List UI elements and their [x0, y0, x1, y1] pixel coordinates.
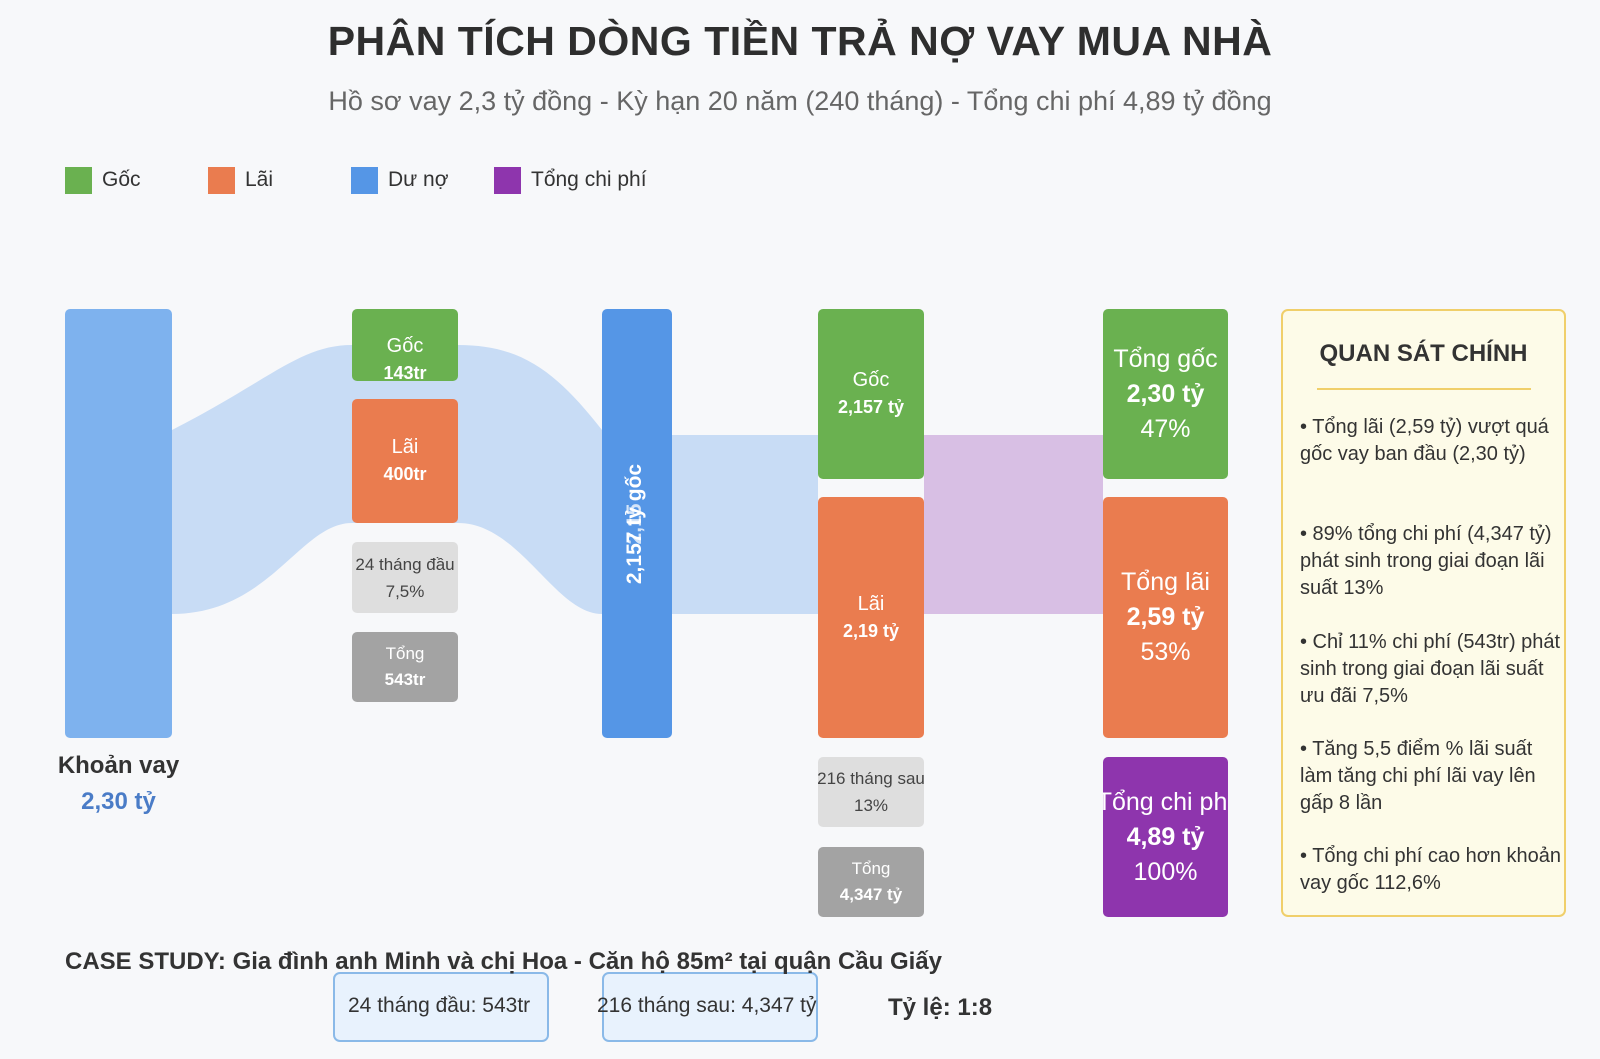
observations-divider — [1317, 388, 1531, 390]
flow-balance-to-period2 — [672, 435, 818, 614]
legend-label: Dư nợ — [388, 168, 449, 191]
legend-label: Lãi — [245, 168, 274, 191]
legend-swatch-interest — [208, 166, 235, 194]
case-box-period1-text: 24 tháng đầu: 543tr — [348, 994, 531, 1017]
node-loan — [65, 309, 172, 738]
node-label: Tổng lãi — [1121, 568, 1210, 596]
node-total-interest: Tổng lãi 2,59 tỷ 53% — [1103, 497, 1228, 738]
node-p2-total: Tổng 4,347 tỷ — [818, 847, 924, 917]
observations-panel — [1281, 309, 1566, 917]
legend-swatch-total-cost — [494, 166, 521, 194]
node-label: Gốc — [852, 369, 890, 391]
node-value: 2,59 tỷ — [1126, 603, 1205, 631]
node-pct: 53% — [1140, 638, 1191, 666]
case-ratio: Tỷ lệ: 1:8 — [888, 994, 993, 1021]
node-balance — [602, 309, 672, 738]
observations-title: QUAN SÁT CHÍNH — [1319, 340, 1528, 367]
node-p2-principal: Gốc 2,157 tỷ — [818, 309, 924, 479]
node-total-principal: Tổng gốc 2,30 tỷ 47% — [1103, 309, 1228, 479]
legend-swatch-principal — [65, 166, 92, 194]
legend-label: Tổng chi phí — [531, 168, 647, 191]
loan-label: Khoản vay — [57, 752, 180, 779]
case-box-period2-text: 216 tháng sau: 4,347 tỷ — [597, 994, 817, 1017]
page-subtitle: Hồ sơ vay 2,3 tỷ đồng - Kỳ hạn 20 năm (2… — [328, 86, 1272, 116]
observation-item: • Tổng lãi (2,59 tỷ) vượt quá gốc vay ba… — [1300, 416, 1549, 465]
node-p2-period: 216 tháng sau 13% — [818, 757, 924, 827]
loan-value: 2,30 tỷ — [81, 788, 156, 815]
node-value: 543tr — [384, 670, 426, 689]
node-value: 143tr — [383, 363, 427, 381]
node-value: 2,30 tỷ — [1126, 379, 1205, 408]
legend-label: Gốc — [102, 168, 141, 191]
node-label: Lãi — [857, 592, 885, 615]
node-pct: 47% — [1140, 414, 1191, 443]
node-value: 2,157 tỷ — [837, 397, 905, 417]
observation-item: • Tổng chi phí cao hơn khoản vay gốc 112… — [1300, 845, 1562, 894]
node-label: 216 tháng sau — [818, 769, 924, 788]
legend-item-principal: Gốc — [65, 166, 141, 194]
node-p1-total: Tổng 543tr — [352, 632, 458, 702]
case-study-title: CASE STUDY: Gia đình anh Minh và chị Hoa… — [65, 948, 942, 975]
node-label: Tổng — [385, 644, 425, 663]
node-label: Tổng chi phí — [1103, 787, 1228, 816]
node-pct: 100% — [1133, 857, 1198, 886]
flow-period2-to-totals — [924, 435, 1103, 614]
case-box-period2 — [602, 972, 818, 1042]
page-title: PHÂN TÍCH DÒNG TIỀN TRẢ NỢ VAY MUA NHÀ — [327, 18, 1273, 64]
node-label: Gốc — [386, 335, 424, 357]
observation-item: • Chỉ 11% chi phí (543tr) phát sinh tron… — [1300, 631, 1561, 707]
node-label: Tổng gốc — [1113, 344, 1218, 373]
node-rate: 7,5% — [385, 581, 425, 601]
node-value: 2,19 tỷ — [842, 620, 900, 641]
node-p2-interest: Lãi 2,19 tỷ — [818, 497, 924, 738]
node-value: 4,347 tỷ — [839, 885, 903, 904]
observation-item: • Tăng 5,5 điểm % lãi suất làm tăng chi … — [1300, 738, 1536, 814]
case-box-period1 — [333, 972, 549, 1042]
legend-item-interest: Lãi — [208, 166, 273, 194]
node-rate: 13% — [853, 796, 889, 815]
legend-item-total-cost: Tổng chi phí — [494, 166, 647, 194]
node-value: 400tr — [383, 464, 427, 484]
node-label: Tổng — [851, 859, 891, 878]
node-label: 24 tháng đầu — [355, 554, 455, 574]
node-total-cost: Tổng chi phí 4,89 tỷ 100% — [1103, 757, 1228, 917]
legend-item-balance: Dư nợ — [351, 166, 449, 194]
node-p1-principal: Gốc 143tr — [352, 309, 458, 381]
node-value: 4,89 tỷ — [1126, 822, 1205, 851]
node-p1-period: 24 tháng đầu 7,5% — [352, 542, 458, 613]
balance-label-overlap: 2,15 — [623, 503, 646, 545]
node-p1-interest: Lãi 400tr — [352, 399, 458, 523]
observation-item: • 89% tổng chi phí (4,347 tỷ) phát sinh … — [1300, 523, 1552, 599]
node-label: Lãi — [391, 436, 419, 458]
legend-swatch-balance — [351, 166, 378, 194]
